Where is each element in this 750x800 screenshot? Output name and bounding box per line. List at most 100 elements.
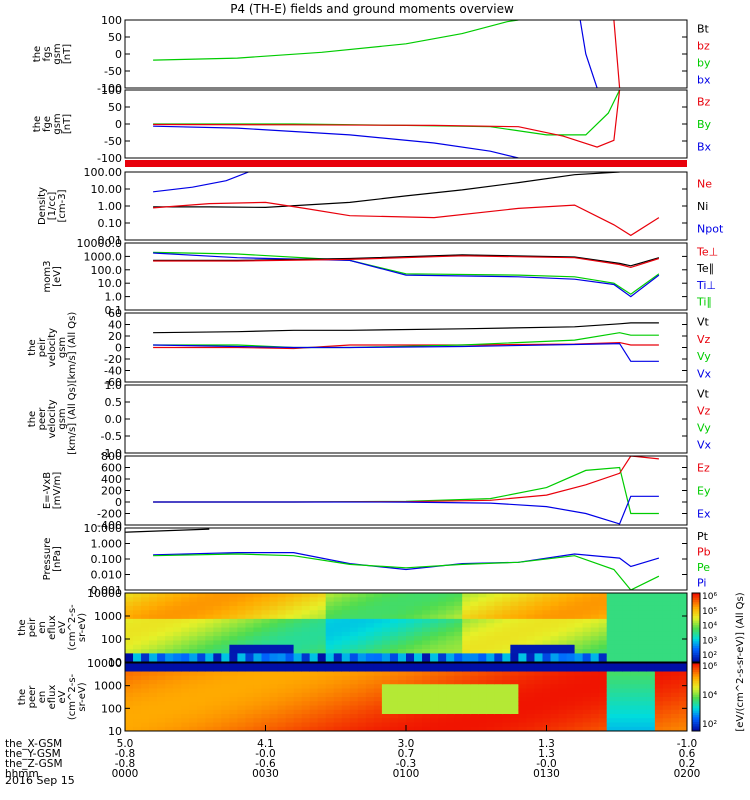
colorbar-segment — [692, 597, 700, 601]
colorbar-tick-label: 10⁴ — [702, 622, 717, 632]
y-tick-label: 400 — [101, 473, 122, 486]
series-line-Ni — [153, 172, 620, 209]
legend-entry-Bt: Bt — [697, 23, 710, 36]
y-axis-label-line: peer — [37, 407, 48, 431]
series-line-bz — [613, 20, 621, 88]
y-tick-label: 1.0 — [105, 291, 123, 304]
colorbar-segment — [692, 593, 700, 596]
colorbar-segment — [692, 692, 700, 696]
colorbar-segment — [692, 669, 700, 673]
panel-frame — [124, 171, 688, 241]
y-axis-label-line: gsm — [57, 408, 68, 429]
y-tick-label: 0.001 — [91, 584, 123, 597]
y-axis-label-line: [nPa] — [52, 546, 63, 572]
colorbar-segment — [692, 643, 700, 647]
colorbar-segment — [692, 665, 700, 669]
y-tick-label: 50 — [108, 101, 122, 114]
colorbar-segment — [692, 694, 700, 698]
legend-entry-Vx: Vx — [697, 439, 712, 452]
panel-frame — [124, 384, 688, 454]
x-row-label: the_Y-GSM — [5, 748, 61, 760]
colorbar-segment — [692, 613, 700, 617]
colorbar-segment — [692, 706, 700, 709]
colorbar-frame — [691, 662, 701, 732]
x-row-value: 1.3 — [538, 738, 555, 750]
colorbar-segment — [692, 674, 700, 678]
legend-entry-Pt: Pt — [697, 530, 709, 543]
y-tick-label: -50 — [104, 135, 122, 148]
y-tick-label: -50 — [104, 65, 122, 78]
y-axis-label-line: [km/s] (All Qs) — [67, 383, 78, 455]
separator-bar — [125, 160, 687, 167]
colorbar-segment — [692, 645, 700, 649]
y-axis-label-line: Density — [37, 187, 48, 225]
series-line-Te⊥ — [153, 255, 660, 269]
x-row-value: 0.2 — [679, 758, 696, 770]
y-tick-label: 100 — [101, 84, 122, 97]
legend-entry-Npot: Npot — [697, 223, 724, 236]
y-axis-label-line: eV — [57, 621, 68, 634]
x-row-value: 1.3 — [538, 748, 555, 760]
y-tick-label: 1000 — [94, 610, 122, 623]
y-axis-label: thepeirenefluxeV(cm^2-s-sr-eV) — [17, 604, 88, 651]
legend-entry-bx: bx — [697, 74, 711, 87]
panel-peer: 1.0 0.5 0.0 -0.5 -1.0 thepeervelocitygsm[km/s… — [27, 379, 712, 460]
y-axis-label: thefgegsm[nT] — [32, 113, 73, 134]
y-tick-label: 40 — [108, 319, 122, 332]
y-axis-label-line: mom3 — [42, 261, 53, 293]
y-tick-label: 0.0 — [105, 413, 123, 426]
colorbar-segment — [692, 726, 700, 730]
legend-entry-Pb: Pb — [697, 545, 711, 558]
series-line-Pi — [153, 551, 660, 571]
series-group-density — [153, 172, 660, 237]
colorbar-segment — [692, 604, 700, 608]
series-line-Pe — [153, 553, 660, 590]
x-row-label: the_Z-GSM — [5, 758, 63, 770]
colorbar-segment — [692, 683, 700, 687]
legend-entry-Vy: Vy — [697, 350, 711, 363]
series-line-Vy — [153, 332, 659, 349]
series-line-Vx — [153, 342, 659, 362]
x-row-value: 3.0 — [398, 738, 415, 750]
panel-fgs: 100 50 0 -50 -100 thefgsgsm[nT] Bt bz by bx — [32, 14, 711, 95]
y-tick-label: 100 — [101, 702, 122, 715]
legend-entry-by: by — [697, 57, 711, 70]
panel-fge: 100 50 0 -50 -100 thefgegsm[nT] Bz By Bx — [32, 84, 712, 165]
x-row-value: -1.0 — [677, 738, 698, 750]
y-axis-label-line: the — [17, 689, 28, 705]
series-line-by — [153, 20, 519, 61]
x-row-value: 4.1 — [257, 738, 274, 750]
legend-entry-Ti∥: Ti∥ — [696, 296, 712, 309]
y-tick-label: 100.00 — [84, 166, 123, 179]
colorbar-segment — [692, 678, 700, 682]
y-axis-label-line: eflux — [47, 615, 58, 640]
colorbar-segment — [692, 650, 700, 654]
panel-frame — [124, 242, 688, 311]
colorbar-segment — [692, 618, 700, 622]
colorbar-segment — [692, 690, 700, 693]
colorbar-segment — [692, 629, 700, 633]
colorbar-segment — [692, 685, 700, 689]
panel-frame — [124, 455, 688, 526]
series-line-bx — [579, 20, 598, 88]
colorbar-segment — [692, 616, 700, 619]
y-axis-label-line: the — [17, 619, 28, 635]
y-tick-label: -0.5 — [101, 430, 122, 443]
colorbar-segment — [692, 606, 700, 610]
series-group-peir — [153, 322, 659, 362]
y-axis-label-line: velocity — [47, 328, 58, 367]
series-line-Ti∥ — [153, 251, 660, 295]
y-axis-label-line: gsm — [57, 337, 68, 358]
colorbar-segment — [692, 655, 700, 658]
y-axis-label-line: eV — [57, 690, 68, 703]
x-row-value: 0030 — [252, 768, 279, 780]
y-tick-label: 20 — [108, 330, 122, 343]
y-tick-label: -1.0 — [101, 447, 122, 460]
y-tick-label: 10000 — [87, 587, 122, 600]
y-axis-label-line: gsm — [52, 43, 63, 64]
colorbar-segment — [692, 687, 700, 691]
y-axis-label-line: fge — [42, 116, 53, 132]
y-tick-label: 0 — [115, 496, 122, 509]
legend-entry-Bx: Bx — [697, 141, 712, 154]
